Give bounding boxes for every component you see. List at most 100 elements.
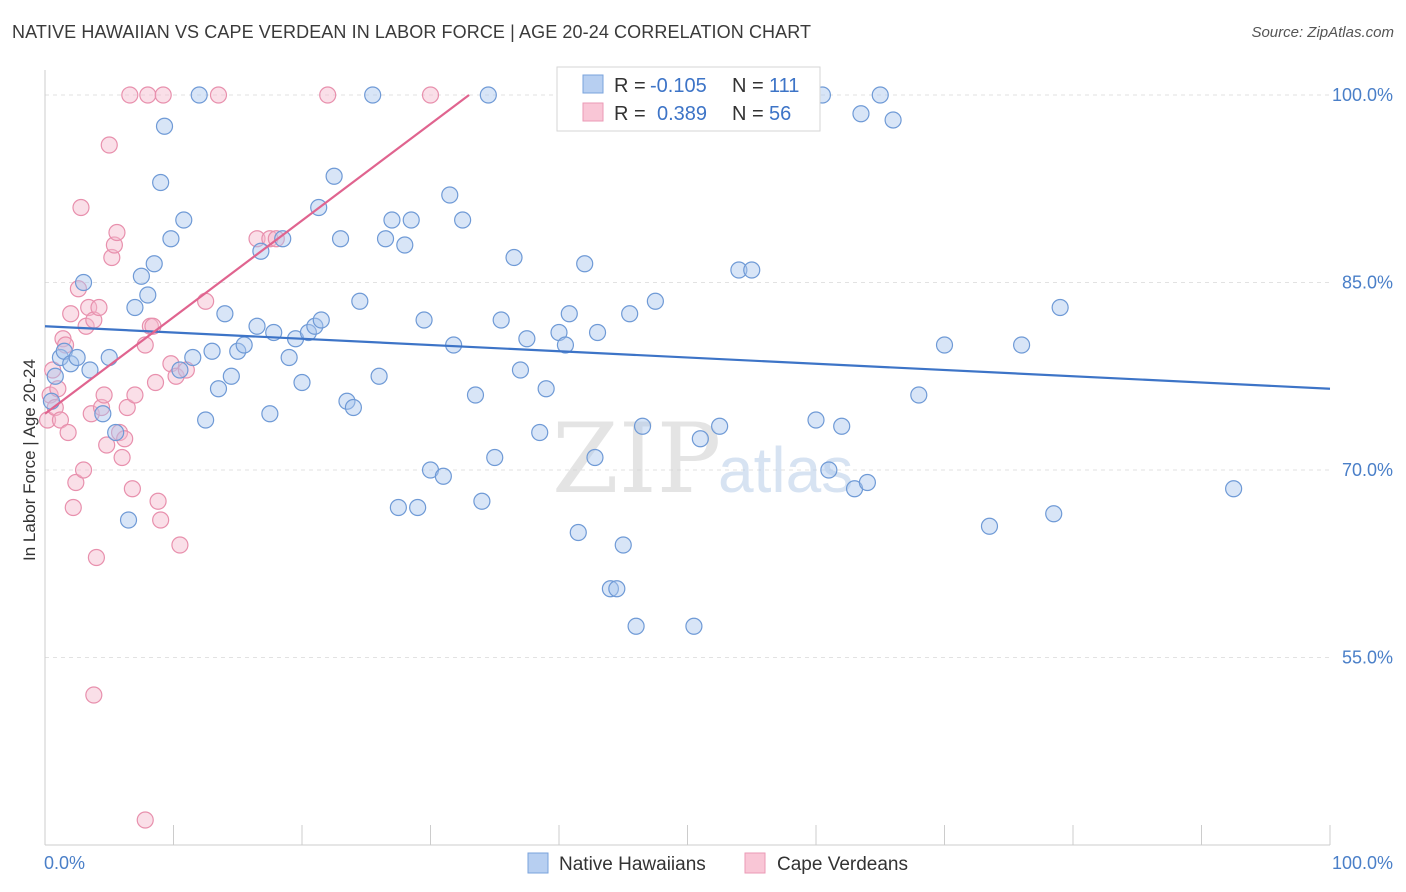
native-hawaiian-point xyxy=(312,311,330,329)
cape-verdeans-points xyxy=(38,86,440,829)
native-hawaiian-point xyxy=(884,111,902,129)
native-hawaiian-point xyxy=(222,367,240,385)
native-hawaiian-point xyxy=(1012,336,1031,354)
native-hawaiian-point xyxy=(68,348,86,367)
native-hawaiian-point xyxy=(608,580,626,598)
legend-swatch-blue xyxy=(582,74,604,94)
legend-r-value-1: -0.105 xyxy=(650,75,707,97)
native-hawaiian-point xyxy=(132,267,150,285)
cape-verdean-point xyxy=(146,373,165,392)
native-hawaiian-point xyxy=(730,261,748,279)
native-hawaiian-point xyxy=(74,273,93,292)
native-hawaiian-point xyxy=(569,523,587,542)
native-hawaiian-point xyxy=(190,86,208,104)
cape-verdean-point xyxy=(123,480,141,498)
native-hawaiian-point xyxy=(473,492,491,510)
native-hawaiian-point xyxy=(833,417,851,435)
native-hawaiians-points xyxy=(42,86,1243,635)
native-hawaiian-point xyxy=(711,417,729,435)
native-hawaiian-point xyxy=(531,423,549,442)
legend-r-value-2: 0.389 xyxy=(657,103,707,125)
native-hawaiian-point xyxy=(274,230,292,248)
native-hawaiian-point xyxy=(871,86,889,104)
native-hawaiian-point xyxy=(94,405,112,423)
native-hawaiian-point xyxy=(586,448,604,467)
native-hawaiian-point xyxy=(197,411,215,429)
cape-verdean-point xyxy=(90,298,108,317)
native-hawaiian-point xyxy=(376,230,395,248)
source-credit: Source: ZipAtlas.com xyxy=(1251,24,1394,41)
trend-lines xyxy=(44,94,1331,415)
native-hawaiian-point xyxy=(81,361,99,379)
native-hawaiian-point xyxy=(807,411,825,429)
cape-verdean-point xyxy=(103,248,121,267)
cape-verdean-point xyxy=(85,686,103,704)
cape-verdean-point xyxy=(209,86,228,104)
native-hawaiian-point xyxy=(216,305,234,323)
cape-verdean-point xyxy=(149,492,167,510)
native-hawaiian-point xyxy=(229,342,247,360)
bottom-legend: Native Hawaiians Cape Verdeans xyxy=(527,852,908,875)
native-hawaiian-point xyxy=(1051,298,1069,317)
x-tick-labels: 0.0% 100.0% xyxy=(44,853,1393,873)
native-hawaiian-point xyxy=(691,430,709,448)
cape-verdean-point xyxy=(171,536,189,554)
cape-verdean-point xyxy=(116,430,134,448)
native-hawaiian-point xyxy=(486,448,504,467)
native-hawaiian-point xyxy=(344,398,362,417)
cape-verdean-point xyxy=(154,86,172,104)
cape-verdean-point xyxy=(136,811,154,829)
y-tick-labels: 55.0% 70.0% 85.0% 100.0% xyxy=(1332,85,1393,668)
native-hawaiian-point xyxy=(858,473,877,492)
native-hawaiian-point xyxy=(1225,480,1243,498)
native-hawaiian-point xyxy=(331,230,350,248)
watermark-atlas: atlas xyxy=(718,434,853,506)
native-hawaiian-point xyxy=(511,361,530,379)
native-hawaiian-point xyxy=(155,117,174,135)
native-hawaiian-point xyxy=(633,417,652,435)
cape-verdean-point xyxy=(95,386,113,404)
cape-verdean-point xyxy=(62,305,80,323)
cape-verdean-point xyxy=(51,411,70,429)
top-legend: R = -0.105 N = 111 R = 0.389 N = 56 xyxy=(556,66,821,132)
native-hawaiian-point xyxy=(100,348,118,367)
native-hawaiian-point xyxy=(537,380,555,398)
native-hawaiian-point xyxy=(560,305,578,323)
legend-r-label-2: R = xyxy=(614,103,646,125)
native-hawaiian-point xyxy=(325,167,343,185)
cape-verdean-point xyxy=(72,198,90,217)
native-hawaiian-point xyxy=(492,311,510,329)
native-hawaiian-point xyxy=(556,336,575,354)
native-hawaiian-point xyxy=(299,323,318,342)
native-hawaiian-point xyxy=(171,361,189,379)
y-tick-label: 70.0% xyxy=(1342,460,1393,480)
native-hawaiian-point xyxy=(518,330,536,348)
legend-n-value-2: 56 xyxy=(769,103,791,125)
native-hawaiian-point xyxy=(454,211,472,229)
cape-verdean-point xyxy=(105,236,123,254)
cape-verdean-point xyxy=(67,473,85,492)
native-hawaiian-point xyxy=(145,255,163,273)
x-tick-label: 100.0% xyxy=(1332,853,1393,873)
cape-verdean-point xyxy=(100,136,118,154)
cape-verdeans-trend-line xyxy=(44,94,470,415)
native-hawaiian-point xyxy=(209,380,228,398)
y-tick-label: 100.0% xyxy=(1332,85,1393,105)
native-hawaiian-point xyxy=(434,467,452,485)
native-hawaiian-point xyxy=(184,348,202,367)
native-hawaiian-point xyxy=(409,498,427,517)
native-hawaiian-point xyxy=(980,517,999,535)
native-hawaiian-point xyxy=(62,355,80,373)
native-hawaiian-point xyxy=(1045,505,1063,523)
native-hawaiian-point xyxy=(646,292,664,310)
native-hawaiian-point xyxy=(107,423,125,442)
native-hawaiian-point xyxy=(203,342,221,360)
native-hawaiian-point xyxy=(441,186,459,204)
cape-verdean-point xyxy=(92,398,111,417)
native-hawaiian-point xyxy=(338,392,356,410)
bottom-legend-label-2: Cape Verdeans xyxy=(777,854,908,875)
native-hawaiian-point xyxy=(505,248,523,267)
native-hawaiian-point xyxy=(627,617,645,635)
native-hawaiian-point xyxy=(248,317,266,335)
